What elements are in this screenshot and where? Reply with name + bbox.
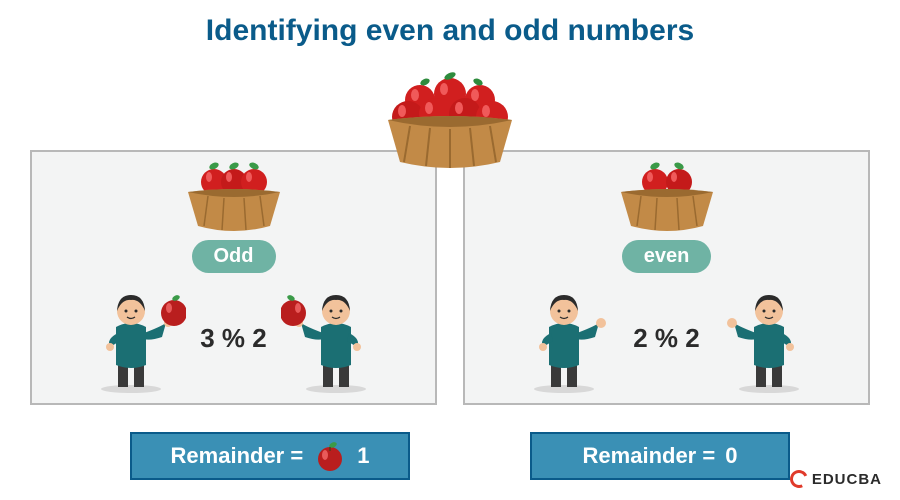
brand-logo: EDUCBA bbox=[790, 470, 882, 488]
hand-apple-icon bbox=[281, 300, 306, 326]
remainder-left-box: Remainder = 1 bbox=[130, 432, 410, 480]
odd-panel: Odd bbox=[30, 150, 437, 405]
remainder-right-label: Remainder = bbox=[583, 443, 716, 469]
person-right-noapple-icon bbox=[714, 283, 804, 393]
remainder-right-box: Remainder = 0 bbox=[530, 432, 790, 480]
person-right-icon bbox=[281, 283, 371, 393]
person-left-icon bbox=[96, 283, 186, 393]
logo-text: EDUCBA bbox=[812, 471, 882, 488]
logo-swirl-icon bbox=[787, 467, 810, 490]
remainder-left-value: 1 bbox=[357, 443, 369, 469]
odd-expression: 3 % 2 bbox=[200, 323, 267, 354]
odd-pill: Odd bbox=[192, 240, 276, 273]
remainder-right-value: 0 bbox=[725, 443, 737, 469]
basket-icon bbox=[388, 116, 512, 168]
remainder-left-label: Remainder = bbox=[171, 443, 304, 469]
even-expression: 2 % 2 bbox=[633, 323, 700, 354]
even-panel: even 2 % 2 bbox=[463, 150, 870, 405]
even-pill: even bbox=[622, 240, 712, 273]
person-left-noapple-icon bbox=[529, 283, 619, 393]
odd-basket-icon bbox=[174, 158, 294, 236]
remainder-apple-icon bbox=[313, 439, 347, 473]
hand-apple-icon bbox=[161, 300, 186, 326]
panels-row: Odd bbox=[30, 150, 870, 405]
page-title: Identifying even and odd numbers bbox=[0, 0, 900, 48]
top-basket bbox=[370, 62, 530, 177]
even-basket-icon bbox=[607, 158, 727, 236]
